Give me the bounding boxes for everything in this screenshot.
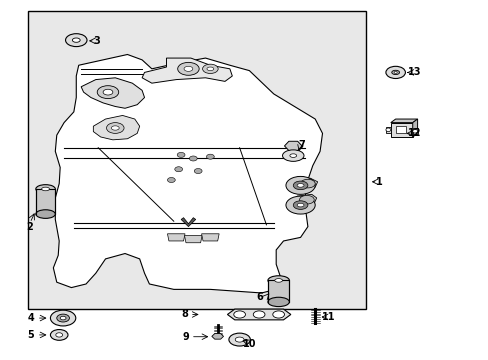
Ellipse shape [267,297,289,307]
Ellipse shape [385,128,390,132]
Ellipse shape [189,156,197,161]
Ellipse shape [293,181,307,190]
Ellipse shape [41,187,49,191]
Text: 5: 5 [27,330,34,340]
Text: 12: 12 [407,129,421,138]
Bar [36,189,55,214]
Ellipse shape [36,210,55,219]
Polygon shape [390,119,417,123]
Polygon shape [211,334,223,339]
Ellipse shape [300,179,315,188]
Polygon shape [81,78,144,108]
Ellipse shape [289,154,296,157]
Ellipse shape [36,185,55,193]
Ellipse shape [57,314,69,322]
Bar [267,280,289,302]
Ellipse shape [285,196,315,214]
Ellipse shape [103,89,113,95]
Polygon shape [227,309,290,320]
Ellipse shape [72,38,80,42]
Ellipse shape [228,333,250,346]
Polygon shape [201,234,219,241]
Ellipse shape [97,86,119,99]
Text: 2: 2 [26,222,33,231]
Bar [395,126,406,134]
Ellipse shape [233,311,245,318]
Ellipse shape [293,201,307,210]
Ellipse shape [297,203,304,207]
Polygon shape [93,116,140,140]
Text: 9: 9 [182,332,189,342]
Ellipse shape [267,276,289,285]
Ellipse shape [50,329,68,340]
Polygon shape [296,194,316,205]
Text: 3: 3 [94,36,101,46]
Ellipse shape [206,67,213,71]
Bar [385,127,390,133]
Ellipse shape [177,62,199,75]
Text: 10: 10 [242,338,256,348]
Text: 4: 4 [27,313,34,323]
Bar [27,12,366,309]
Ellipse shape [253,311,264,318]
Ellipse shape [60,316,66,320]
Ellipse shape [174,167,182,172]
Ellipse shape [65,34,87,46]
Ellipse shape [285,176,315,194]
Bar [390,123,412,137]
Text: 8: 8 [181,310,188,319]
Ellipse shape [412,130,417,133]
Ellipse shape [194,168,202,174]
Ellipse shape [274,279,282,282]
Text: 13: 13 [407,67,420,77]
Ellipse shape [50,310,76,326]
Ellipse shape [111,126,119,130]
Ellipse shape [106,123,124,134]
Text: 11: 11 [321,312,334,322]
Ellipse shape [56,333,62,337]
Polygon shape [142,58,232,83]
Ellipse shape [202,64,218,73]
Ellipse shape [393,71,396,73]
Ellipse shape [299,195,314,204]
Bar [412,129,417,134]
Polygon shape [53,54,322,293]
Ellipse shape [297,184,304,187]
Ellipse shape [282,150,304,161]
Ellipse shape [391,70,399,75]
Polygon shape [181,218,195,226]
Text: 7: 7 [298,140,305,150]
Ellipse shape [167,177,175,183]
Polygon shape [167,234,184,241]
Ellipse shape [235,337,244,342]
Ellipse shape [385,66,405,78]
Text: 1: 1 [375,177,382,187]
Polygon shape [184,235,202,243]
Ellipse shape [206,154,214,159]
Ellipse shape [183,66,192,71]
Ellipse shape [177,152,184,157]
Ellipse shape [272,311,284,318]
Text: 6: 6 [256,292,263,302]
Polygon shape [284,141,302,150]
Polygon shape [412,119,417,137]
Polygon shape [297,178,317,189]
